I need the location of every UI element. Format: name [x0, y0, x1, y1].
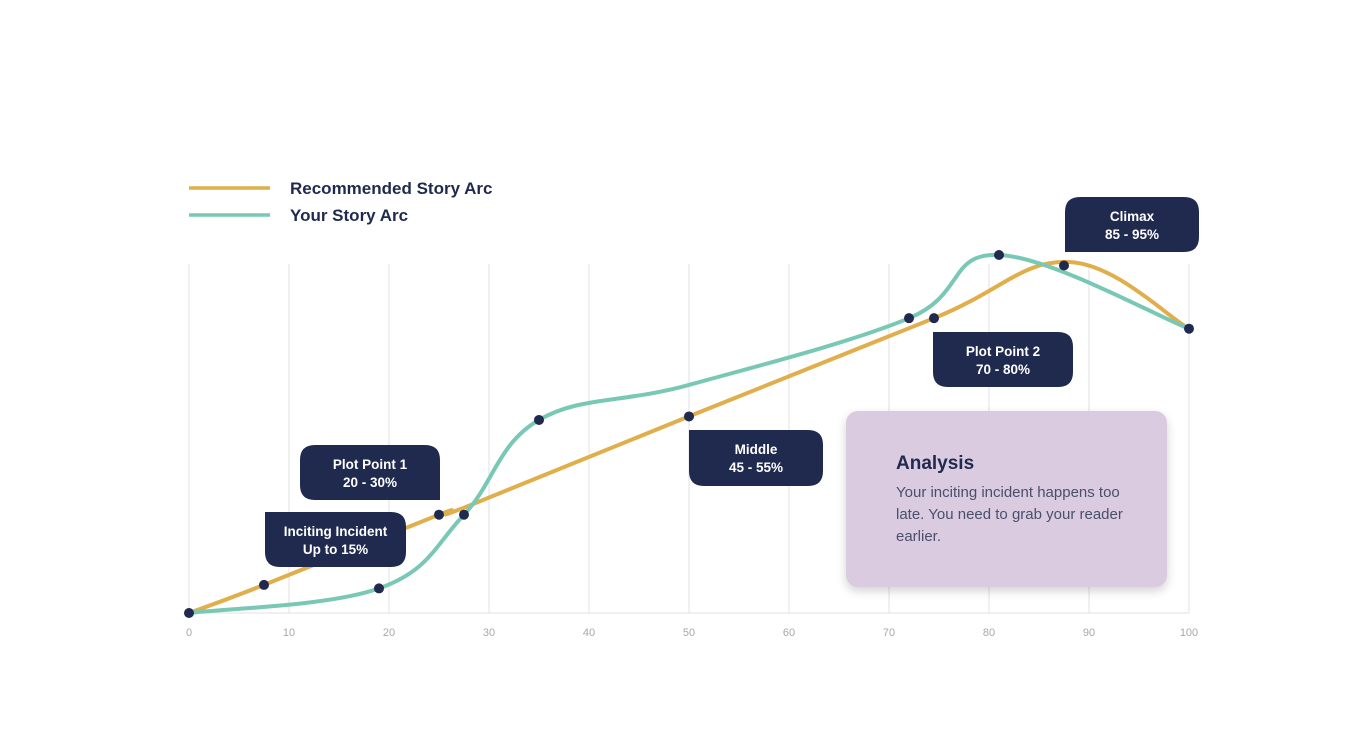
callout-0: Inciting Incident Up to 15%	[265, 512, 406, 567]
x-tick-label: 70	[883, 627, 895, 639]
data-point-recommended	[184, 608, 194, 618]
callout-title: Plot Point 2	[966, 344, 1040, 359]
callout-range: Up to 15%	[303, 542, 368, 557]
analysis-title: Analysis	[896, 453, 975, 474]
callout-range: 70 - 80%	[976, 362, 1030, 377]
callout-box	[689, 430, 823, 486]
data-point-yours	[374, 583, 384, 594]
x-tick-label: 50	[683, 627, 695, 639]
data-point-yours	[534, 414, 544, 425]
callout-title: Climax	[1110, 209, 1155, 224]
grid	[188, 264, 1190, 614]
callouts: Inciting Incident Up to 15% Plot Point 1 20…	[265, 197, 1199, 567]
x-tick-label: 0	[186, 627, 192, 639]
legend: Recommended Story Arc Your Story Arc	[189, 179, 492, 225]
series-markers	[184, 249, 1194, 618]
x-tick-label: 80	[983, 627, 995, 639]
x-tick-label: 60	[783, 627, 795, 639]
data-point-yours	[994, 249, 1004, 260]
callout-title: Plot Point 1	[333, 457, 408, 472]
callout-4: Climax 85 - 95%	[1065, 197, 1199, 252]
analysis-card: Analysis Your inciting incident happens …	[846, 411, 1167, 587]
callout-range: 20 - 30%	[343, 475, 397, 490]
x-tick-label: 10	[283, 627, 295, 639]
x-tick-label: 90	[1083, 627, 1095, 639]
callout-box	[265, 512, 406, 567]
callout-box	[1065, 197, 1199, 252]
callout-1: Plot Point 1 20 - 30%	[300, 445, 440, 500]
x-tick-label: 40	[583, 627, 595, 639]
data-point-yours	[1184, 323, 1194, 334]
analysis-body: Your inciting incident happens too late.…	[896, 484, 1123, 545]
legend-label-recommended: Recommended Story Arc	[290, 179, 492, 198]
callout-title: Inciting Incident	[284, 524, 388, 539]
x-tick-label: 30	[483, 627, 495, 639]
legend-item-recommended: Recommended Story Arc	[189, 179, 492, 198]
data-point-yours	[904, 313, 914, 324]
x-tick-label: 20	[383, 627, 395, 639]
callout-range: 45 - 55%	[729, 460, 783, 475]
legend-label-yours: Your Story Arc	[290, 206, 408, 225]
data-point-recommended	[259, 579, 269, 590]
x-axis-ticks: 0 10 20 30 40 50 60 70 80 90 100	[186, 627, 1198, 639]
callout-box	[933, 332, 1073, 387]
data-point-recommended	[684, 411, 694, 422]
data-point-recommended	[929, 313, 939, 324]
callout-3: Plot Point 2 70 - 80%	[933, 332, 1073, 387]
callout-box	[300, 445, 440, 500]
x-tick-label: 100	[1180, 627, 1198, 639]
callout-range: 85 - 95%	[1105, 227, 1159, 242]
callout-title: Middle	[735, 442, 778, 457]
legend-item-yours: Your Story Arc	[189, 206, 408, 225]
data-point-recommended	[1059, 260, 1069, 271]
callout-2: Middle 45 - 55%	[689, 430, 823, 486]
data-point-yours	[459, 509, 469, 520]
data-point-recommended	[434, 509, 444, 520]
